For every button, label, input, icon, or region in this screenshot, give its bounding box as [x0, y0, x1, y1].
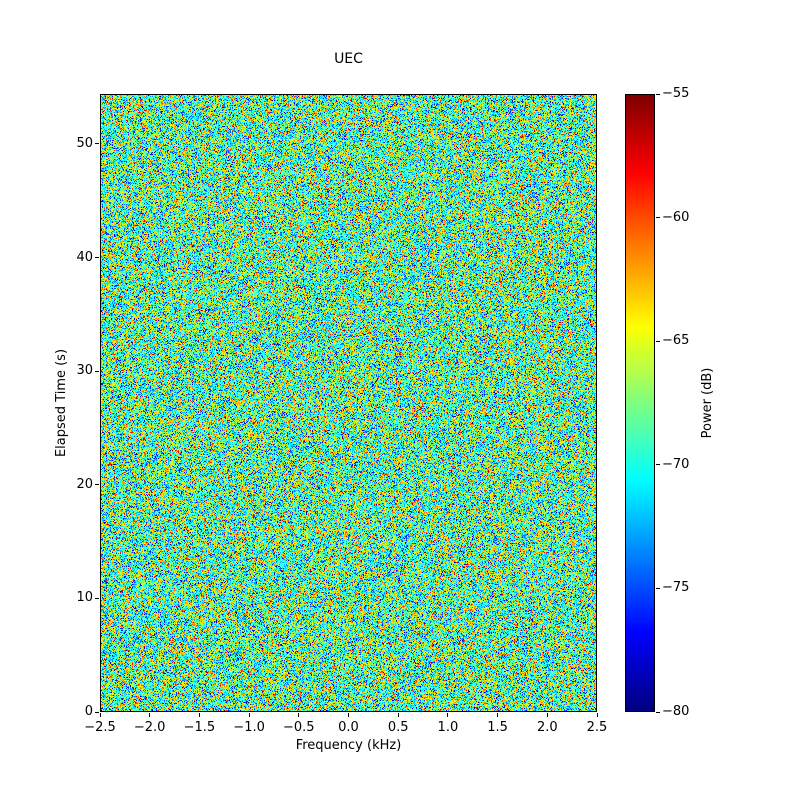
colorbar-tick-label: −80 [662, 704, 690, 719]
y-tick-mark [95, 597, 99, 599]
colorbar-tick-mark [656, 711, 660, 713]
y-tick-label: 0 [84, 704, 93, 719]
colorbar-tick-mark [656, 217, 660, 219]
x-tick-label: −1.5 [183, 720, 216, 735]
x-tick-mark [248, 713, 250, 717]
spectrogram-heatmap-canvas [101, 95, 596, 711]
x-tick-mark [348, 713, 349, 717]
x-tick-mark [546, 713, 548, 717]
x-tick-label: 0.5 [387, 720, 409, 735]
x-tick-label: 2.5 [586, 720, 608, 735]
y-tick-label: 50 [76, 135, 93, 151]
x-tick-mark [397, 713, 399, 717]
colorbar-tick-mark [656, 93, 660, 95]
y-tick-mark [95, 143, 99, 145]
x-tick-label: 0.0 [338, 720, 359, 735]
x-tick-label: −2.0 [133, 720, 166, 735]
y-tick-mark [95, 484, 99, 486]
y-tick-label: 10 [76, 590, 93, 606]
x-tick-label: −0.5 [283, 720, 315, 735]
x-tick-mark [99, 713, 101, 717]
x-tick-mark [149, 713, 151, 717]
colorbar [625, 94, 655, 712]
x-axis-label: Frequency (kHz) [295, 738, 402, 753]
colorbar-label: Power (dB) [700, 367, 715, 439]
y-tick-mark [95, 257, 99, 259]
plot-area [100, 94, 597, 712]
x-tick-label: 1.5 [487, 720, 508, 735]
colorbar-tick-label: −55 [662, 86, 690, 101]
y-tick-mark [95, 711, 99, 713]
y-tick-label: 30 [76, 363, 93, 379]
y-tick-mark [95, 370, 99, 372]
colorbar-tick-mark [656, 340, 660, 342]
colorbar-tick-label: −70 [662, 456, 690, 472]
x-tick-label: 1.0 [437, 720, 459, 735]
colorbar-tick-mark [656, 587, 660, 589]
x-tick-mark [596, 713, 598, 717]
colorbar-tick-mark [656, 464, 660, 466]
chart-title: UEC [334, 51, 363, 67]
x-tick-label: 2.0 [536, 720, 558, 735]
x-tick-mark [298, 713, 300, 717]
x-tick-mark [198, 713, 200, 717]
colorbar-tick-label: −75 [662, 580, 690, 596]
x-tick-mark [497, 713, 499, 717]
y-tick-label: 40 [76, 249, 93, 265]
colorbar-tick-label: −65 [662, 333, 690, 349]
colorbar-tick-label: −60 [662, 209, 690, 225]
y-tick-label: 20 [76, 476, 93, 492]
x-tick-label: −2.5 [84, 720, 116, 735]
y-axis-label: Elapsed Time (s) [54, 348, 69, 458]
colorbar-gradient-canvas [626, 95, 654, 711]
x-tick-mark [447, 713, 449, 717]
x-tick-label: −1.0 [233, 720, 265, 735]
